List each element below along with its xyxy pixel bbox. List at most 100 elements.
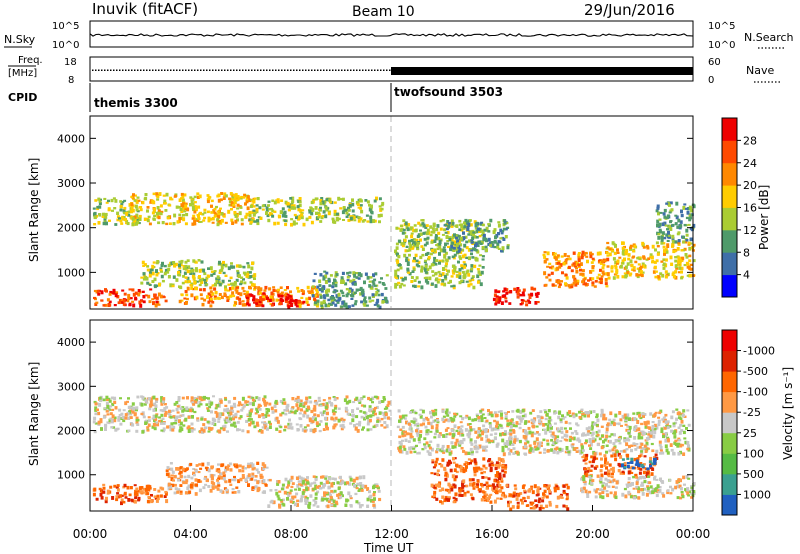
heatmap-cell: [580, 443, 584, 447]
heatmap-cell: [112, 288, 116, 293]
heatmap-cell: [400, 242, 404, 246]
heatmap-cell: [219, 472, 223, 476]
heatmap-cell: [273, 221, 277, 226]
heatmap-cell: [133, 413, 137, 417]
heatmap-cell: [513, 438, 517, 443]
heatmap-cell: [119, 422, 123, 426]
heatmap-cell: [301, 292, 305, 296]
heatmap-cell: [629, 246, 633, 249]
heatmap-cell: [469, 428, 473, 432]
freq-dot: [338, 69, 340, 71]
heatmap-cell: [440, 450, 444, 453]
heatmap-cell: [429, 430, 433, 433]
heatmap-cell: [480, 437, 484, 441]
heatmap-cell: [401, 231, 405, 235]
heatmap-cell: [327, 211, 331, 216]
heatmap-cell: [340, 281, 344, 284]
heatmap-cell: [184, 204, 188, 209]
heatmap-cell: [217, 420, 221, 423]
heatmap-cell: [290, 222, 293, 227]
heatmap-cell: [525, 300, 528, 303]
heatmap-cell: [247, 462, 251, 465]
heatmap-cell: [181, 198, 185, 203]
heatmap-cell: [663, 236, 667, 240]
heatmap-cell: [436, 224, 440, 228]
heatmap-cell: [679, 423, 683, 427]
heatmap-cell: [283, 490, 287, 495]
heatmap-cell: [482, 233, 486, 238]
heatmap-cell: [226, 407, 230, 411]
heatmap-cell: [108, 418, 112, 423]
heatmap-cell: [455, 236, 458, 240]
heatmap-cell: [155, 296, 159, 300]
heatmap-cell: [344, 282, 348, 286]
heatmap-cell: [443, 248, 447, 253]
heatmap-cell: [441, 279, 445, 283]
heatmap-cell: [637, 435, 641, 440]
heatmap-cell: [319, 202, 323, 206]
heatmap-cell: [470, 452, 474, 456]
heatmap-cell: [232, 265, 236, 269]
heatmap-cell: [154, 407, 157, 412]
heatmap-cell: [530, 292, 534, 296]
freq-dot: [353, 69, 355, 71]
heatmap-cell: [179, 407, 183, 410]
heatmap-cell: [573, 447, 577, 451]
heatmap-cell: [645, 258, 649, 261]
heatmap-cell: [199, 211, 203, 215]
heatmap-cell: [319, 420, 323, 423]
heatmap-cell: [152, 415, 156, 419]
heatmap-cell: [561, 436, 565, 439]
heatmap-cell: [107, 199, 110, 203]
heatmap-cell: [354, 426, 358, 430]
heatmap-cell: [299, 424, 303, 428]
heatmap-cell: [191, 269, 195, 273]
heatmap-cell: [165, 472, 169, 477]
heatmap-cell: [286, 293, 290, 296]
heatmap-cell: [113, 400, 117, 404]
heatmap-cell: [438, 274, 442, 277]
heatmap-cell: [333, 419, 337, 422]
heatmap-cell: [108, 293, 112, 296]
heatmap-cell: [505, 288, 509, 292]
heatmap-cell: [151, 280, 155, 283]
heatmap-cell: [299, 399, 303, 404]
heatmap-cell: [305, 396, 309, 401]
heatmap-cell: [279, 210, 283, 214]
heatmap-cell: [350, 294, 353, 297]
heatmap-cell: [331, 217, 335, 221]
heatmap-cell: [224, 468, 228, 473]
heatmap-cell: [192, 471, 196, 474]
heatmap-cell: [284, 222, 288, 227]
heatmap-cell: [501, 445, 505, 450]
heatmap-cell: [431, 459, 435, 462]
heatmap-cell: [482, 448, 486, 452]
heatmap-cell: [257, 471, 261, 474]
heatmap-cell: [405, 450, 409, 455]
heatmap-cell: [140, 276, 144, 279]
heatmap-cell: [581, 413, 585, 416]
heatmap-cell: [146, 492, 150, 496]
heatmap-cell: [159, 267, 163, 270]
heatmap-cell: [310, 200, 314, 205]
heatmap-cell: [312, 429, 316, 434]
heatmap-cell: [177, 479, 181, 482]
heatmap-cell: [141, 260, 145, 265]
heatmap-cell: [297, 208, 301, 212]
heatmap-cell: [366, 504, 370, 508]
heatmap-cell: [278, 430, 282, 433]
heatmap-cell: [678, 259, 682, 263]
heatmap-cell: [340, 305, 344, 308]
heatmap-cell: [184, 276, 188, 279]
heatmap-cell: [457, 240, 461, 243]
heatmap-cell: [255, 468, 259, 472]
heatmap-cell: [495, 443, 499, 448]
heatmap-cell: [533, 441, 537, 445]
heatmap-cell: [195, 464, 199, 467]
heatmap-cell: [126, 400, 129, 403]
heatmap-cell: [238, 301, 242, 305]
heatmap-cell: [624, 274, 628, 279]
heatmap-cell: [162, 296, 166, 299]
heatmap-cell: [299, 483, 303, 487]
heatmap-cell: [492, 230, 496, 233]
